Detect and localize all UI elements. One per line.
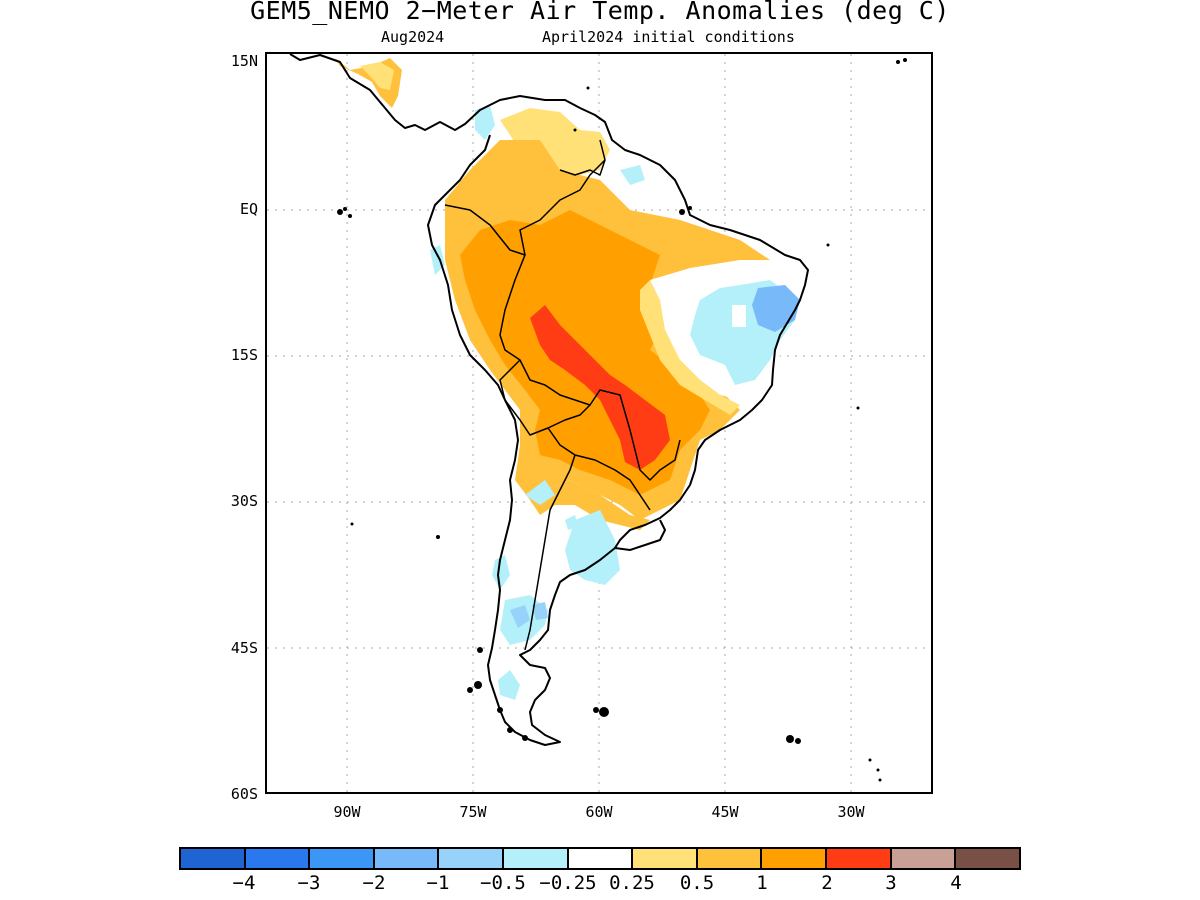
anomaly-fills xyxy=(335,58,805,700)
legend-label: 0.5 xyxy=(679,872,715,894)
chart-title: GEM5_NEMO 2−Meter Air Temp. Anomalies (d… xyxy=(250,0,950,25)
anomaly-map xyxy=(267,54,931,792)
legend-label: −1 xyxy=(426,872,450,894)
legend-swatch xyxy=(504,849,569,868)
legend-label: −4 xyxy=(232,872,256,894)
legend-swatch xyxy=(568,849,634,868)
lat-label-eq: EQ xyxy=(239,200,258,218)
lat-label-45s: 45S xyxy=(230,639,258,657)
lon-label-75w: 75W xyxy=(459,803,487,821)
legend-label: −0.25 xyxy=(539,872,597,894)
legend-swatch xyxy=(956,849,1019,868)
lat-label-15n: 15N xyxy=(230,52,258,70)
legend-swatch xyxy=(633,849,698,868)
lon-label-30w: 30W xyxy=(837,803,865,821)
valid-month: Aug2024 xyxy=(381,28,445,46)
legend-swatch xyxy=(439,849,505,868)
lat-label-30s: 30S xyxy=(230,492,258,510)
legend-swatch xyxy=(697,849,763,868)
legend-label: −2 xyxy=(362,872,386,894)
map-frame xyxy=(265,52,933,794)
legend-label: 3 xyxy=(885,872,897,894)
legend-label: 2 xyxy=(821,872,833,894)
lon-label-90w: 90W xyxy=(333,803,361,821)
islands xyxy=(337,58,907,782)
legend-swatch xyxy=(762,849,828,868)
lon-label-60w: 60W xyxy=(585,803,613,821)
legend-swatch xyxy=(374,849,440,868)
init-conditions: April2024 initial conditions xyxy=(542,28,795,46)
color-legend-bar xyxy=(179,847,1021,870)
legend-swatch xyxy=(245,849,311,868)
legend-swatch xyxy=(891,849,957,868)
lat-label-15s: 15S xyxy=(230,346,258,364)
lat-label-60s: 60S xyxy=(230,785,258,803)
legend-label: −0.5 xyxy=(480,872,526,894)
legend-swatch xyxy=(181,849,246,868)
legend-label: −3 xyxy=(297,872,321,894)
legend-label: 4 xyxy=(950,872,962,894)
coastlines xyxy=(289,54,809,746)
legend-swatch xyxy=(827,849,892,868)
lon-label-45w: 45W xyxy=(711,803,739,821)
legend-swatch xyxy=(310,849,375,868)
legend-label: 1 xyxy=(756,872,768,894)
legend-label: 0.25 xyxy=(609,872,655,894)
